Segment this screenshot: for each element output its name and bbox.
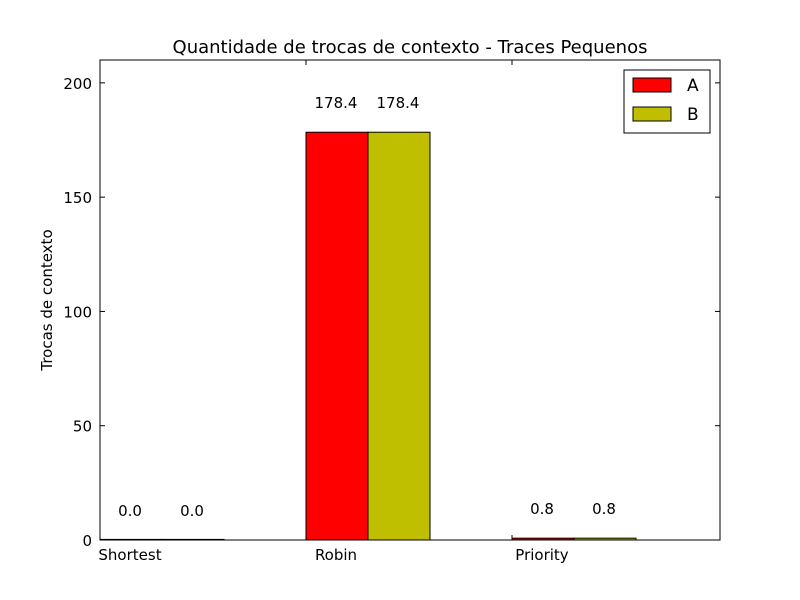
- x-tick-label: Robin: [315, 546, 357, 564]
- x-tick-label: Priority: [515, 546, 569, 564]
- x-tick-label: Shortest: [98, 546, 161, 564]
- y-axis-label: Trocas de contexto: [38, 229, 56, 371]
- legend-label-b: B: [687, 105, 699, 125]
- y-tick-label: 200: [63, 75, 92, 93]
- data-label: 0.8: [530, 500, 554, 518]
- y-tick-label: 0: [82, 532, 92, 550]
- data-label: 0.0: [118, 502, 142, 520]
- data-label: 178.4: [377, 94, 420, 112]
- y-tick-label: 100: [63, 303, 92, 321]
- chart-title: Quantidade de trocas de contexto - Trace…: [173, 37, 648, 58]
- bar-b: [367, 131, 431, 541]
- legend-swatch-b: [632, 106, 672, 122]
- legend-label-a: A: [687, 76, 699, 96]
- y-tick-label: 50: [73, 418, 92, 436]
- legend-swatch-a: [632, 77, 672, 93]
- data-label: 0.8: [592, 500, 616, 518]
- bar-a: [305, 131, 369, 541]
- y-tick-label: 150: [63, 189, 92, 207]
- plot-frame: [99, 59, 721, 541]
- data-label: 0.0: [180, 502, 204, 520]
- data-label: 178.4: [315, 94, 358, 112]
- legend: AB: [623, 69, 711, 134]
